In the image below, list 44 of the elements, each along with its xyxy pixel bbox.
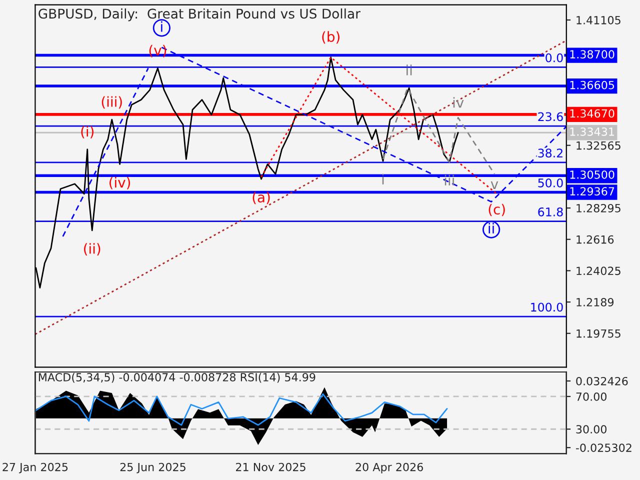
annotation: 23.6 xyxy=(538,112,563,122)
y-tick-label: 1.28295 xyxy=(576,204,620,212)
chart-title: GBPUSD, Daily: Great Britain Pound vs US Dollar xyxy=(38,8,360,22)
y2-tick-label: 70.00 xyxy=(576,392,606,401)
annotation: 0.0 xyxy=(546,53,563,62)
annotation: (c) xyxy=(488,204,505,216)
annotation: i xyxy=(382,174,384,184)
annotation: iii xyxy=(444,174,454,186)
annotation: (ii) xyxy=(84,243,100,256)
y2-tick-label: 30.00 xyxy=(576,425,606,434)
annotation: (iv) xyxy=(110,176,130,190)
y-tick-label: 1.41105 xyxy=(576,16,620,24)
annotation: (a) xyxy=(252,192,270,204)
y-tick-label: 0.032426 xyxy=(576,376,628,386)
annotation: 38.2 xyxy=(538,148,562,158)
chart-title: MACD(5,34,5) -0.004074 -0.008728 RSI(14) 54.99 xyxy=(38,372,316,383)
y-tick-label: 1.32565 xyxy=(576,141,620,150)
ref-line-label: 1.36605 xyxy=(570,80,614,90)
x-tick-label: 20 Apr 2026 xyxy=(356,462,423,474)
ref-line-label: 1.29367 xyxy=(570,187,614,196)
x-tick-label: 21 Nov 2025 xyxy=(236,462,306,472)
annotation: (iii) xyxy=(102,96,122,109)
y-tick-label: -0.025302 xyxy=(576,444,632,452)
annotation: (i) xyxy=(81,126,94,138)
y-tick-label: 1.24025 xyxy=(576,266,620,276)
ref-line-label: 1.33431 xyxy=(570,127,614,136)
ref-line-label: 1.30500 xyxy=(570,170,614,179)
annotation: v xyxy=(490,181,498,189)
ref-line-label: 1.34670 xyxy=(570,109,614,118)
annotation: 50.0 xyxy=(538,178,563,188)
annotation: 100.0 xyxy=(531,302,563,312)
annotation: (b) xyxy=(322,31,340,44)
annotation: 61.8 xyxy=(538,207,563,216)
y-tick-label: 1.2616 xyxy=(576,235,614,244)
ref-line-label: 1.38700 xyxy=(570,50,614,59)
line-series xyxy=(35,393,448,426)
annotation: ii xyxy=(488,222,494,234)
y-tick-label: 1.2189 xyxy=(576,298,614,306)
annotation: iv xyxy=(453,97,464,108)
x-tick-label: 25 Jun 2025 xyxy=(120,462,186,474)
y-tick-label: 1.19755 xyxy=(576,329,620,338)
annotation: i xyxy=(161,21,162,32)
x-tick-label: 27 Jan 2025 xyxy=(2,462,68,474)
line-series xyxy=(382,87,496,175)
